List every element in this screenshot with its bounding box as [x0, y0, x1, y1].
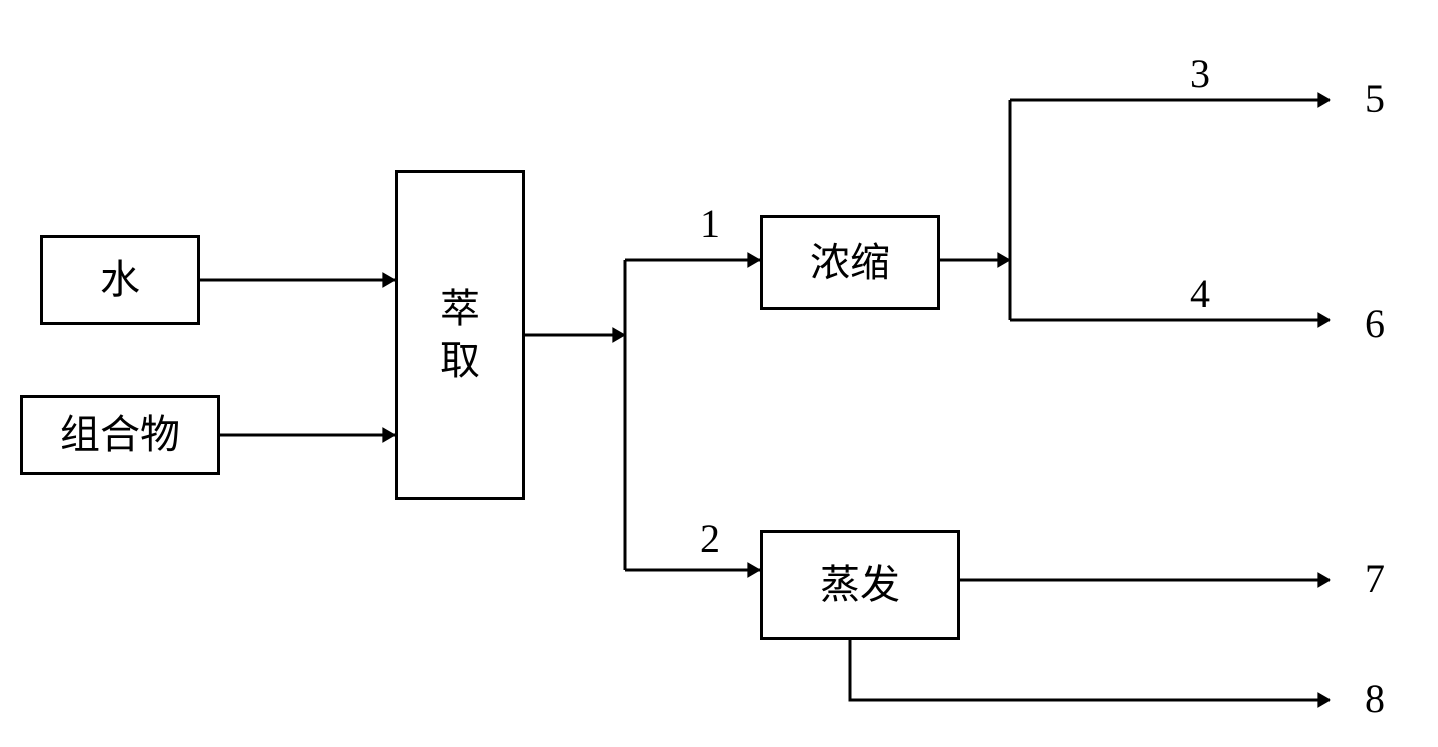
edge-label-5: 5 — [1365, 75, 1385, 122]
edge-label-3: 3 — [1190, 50, 1210, 97]
node-extract-label: 萃取 — [440, 283, 480, 387]
node-evaporate: 蒸发 — [760, 530, 960, 640]
flowchart-diagram: 水 组合物 萃取 浓缩 蒸发 1 2 3 4 5 6 7 8 — [0, 0, 1438, 747]
connectors-svg — [0, 0, 1438, 747]
node-water-label: 水 — [100, 254, 140, 306]
edge-label-6: 6 — [1365, 300, 1385, 347]
edge-label-8: 8 — [1365, 675, 1385, 722]
node-water: 水 — [40, 235, 200, 325]
node-composition: 组合物 — [20, 395, 220, 475]
node-concentrate: 浓缩 — [760, 215, 940, 310]
edge-label-1: 1 — [700, 200, 720, 247]
node-composition-label: 组合物 — [60, 409, 180, 461]
node-evaporate-label: 蒸发 — [820, 559, 900, 611]
edge-label-7: 7 — [1365, 555, 1385, 602]
node-concentrate-label: 浓缩 — [810, 237, 890, 289]
node-extract: 萃取 — [395, 170, 525, 500]
edge-label-4: 4 — [1190, 270, 1210, 317]
edge-label-2: 2 — [700, 515, 720, 562]
